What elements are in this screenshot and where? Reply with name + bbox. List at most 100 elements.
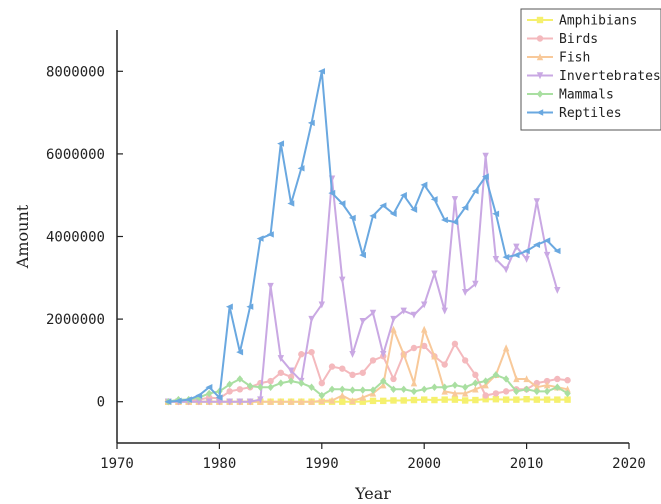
x-axis-title: Year <box>354 484 391 503</box>
data-point-birds <box>359 369 366 376</box>
data-point-mammals <box>205 389 213 398</box>
data-point-reptiles <box>522 247 530 255</box>
y-tick-label: 2000000 <box>46 312 105 328</box>
data-point-fish <box>349 397 356 405</box>
data-point-invertebrates <box>492 256 500 263</box>
data-point-fish <box>328 396 336 404</box>
data-point-invertebrates <box>205 398 213 406</box>
series-line-mammals <box>167 373 569 403</box>
y-tick-label: 4000000 <box>46 230 105 246</box>
legend-label-fish: Fish <box>559 51 590 66</box>
data-point-amphibians <box>390 397 397 404</box>
data-point-amphibians <box>523 396 530 403</box>
data-point-birds <box>554 375 561 383</box>
data-point-birds <box>492 390 500 397</box>
data-point-invertebrates <box>318 301 325 309</box>
data-point-mammals <box>246 382 254 390</box>
data-point-mammals <box>359 386 366 394</box>
data-point-reptiles <box>492 210 500 217</box>
data-point-reptiles <box>174 397 182 405</box>
data-point-mammals <box>472 379 479 387</box>
data-point-amphibians <box>513 396 520 403</box>
data-point-birds <box>472 371 479 379</box>
legend-label-invertebrates: Invertebrates <box>559 69 661 84</box>
data-point-invertebrates <box>400 307 407 315</box>
series-line-birds <box>168 342 568 403</box>
data-point-reptiles <box>502 253 510 261</box>
data-point-mammals <box>236 375 244 383</box>
data-point-amphibians <box>431 396 438 404</box>
data-point-invertebrates <box>287 367 295 375</box>
data-point-invertebrates <box>339 276 346 284</box>
data-point-mammals <box>226 380 233 389</box>
data-point-reptiles <box>225 303 233 310</box>
data-point-birds <box>390 375 397 383</box>
data-point-mammals <box>492 371 500 379</box>
legend-marker-birds <box>536 35 544 42</box>
data-point-reptiles <box>164 398 172 405</box>
data-point-mammals <box>533 387 541 396</box>
data-point-amphibians <box>543 396 551 403</box>
data-point-invertebrates <box>410 311 418 319</box>
legend-label-birds: Birds <box>559 32 598 47</box>
data-point-birds <box>441 361 448 368</box>
data-point-amphibians <box>502 396 510 403</box>
series-reptiles <box>164 68 561 405</box>
data-point-amphibians <box>400 397 407 404</box>
data-point-birds <box>564 377 571 384</box>
data-point-mammals <box>482 377 489 385</box>
data-point-fish <box>410 379 418 387</box>
data-point-birds <box>482 392 489 399</box>
data-point-amphibians <box>421 396 428 403</box>
legend-box <box>520 8 661 131</box>
legend-marker-fish <box>536 53 544 61</box>
x-axis-ticks: 1970 1980 1990 2000 2010 2020 <box>100 443 646 472</box>
legend-label-amphibians: Amphibians <box>559 14 637 29</box>
data-point-birds <box>339 365 346 372</box>
data-point-mammals <box>287 377 295 385</box>
data-point-mammals <box>298 379 305 387</box>
series-amphibians <box>165 396 571 405</box>
data-point-mammals <box>390 385 397 394</box>
data-point-invertebrates <box>461 289 469 296</box>
x-tick-label: 2000 <box>407 456 441 472</box>
data-point-mammals <box>369 386 377 394</box>
legend-marker-mammals <box>536 90 544 98</box>
data-point-fish <box>308 398 315 405</box>
data-point-reptiles <box>266 231 274 238</box>
data-point-reptiles <box>287 200 295 207</box>
x-tick-label: 1970 <box>100 456 134 472</box>
data-point-birds <box>461 357 469 364</box>
data-point-birds <box>328 363 336 370</box>
data-point-fish <box>287 398 295 405</box>
data-point-fish <box>523 375 530 383</box>
data-point-reptiles <box>430 196 438 203</box>
data-point-fish <box>339 391 346 399</box>
data-point-invertebrates <box>257 396 264 404</box>
data-point-amphibians <box>451 396 459 403</box>
data-point-fish <box>533 383 541 391</box>
data-point-mammals <box>257 383 264 391</box>
data-point-reptiles <box>318 68 325 75</box>
data-point-birds <box>277 369 285 376</box>
data-point-fish <box>451 389 459 397</box>
data-point-fish <box>298 398 305 405</box>
data-point-invertebrates <box>359 317 366 325</box>
data-point-reptiles <box>553 247 561 255</box>
data-point-invertebrates <box>380 351 387 358</box>
data-point-invertebrates <box>451 196 459 204</box>
legend-marker-reptiles <box>536 109 544 116</box>
y-axis-ticks: 0 2000000 4000000 6000000 8000000 <box>46 64 123 411</box>
data-point-mammals <box>318 391 325 400</box>
data-point-fish <box>318 397 325 405</box>
data-point-invertebrates <box>236 398 244 406</box>
data-point-birds <box>502 388 510 395</box>
data-point-reptiles <box>246 303 254 310</box>
data-point-invertebrates <box>226 398 233 406</box>
data-point-invertebrates <box>543 251 551 259</box>
data-point-reptiles <box>420 181 428 189</box>
data-point-reptiles <box>236 348 244 356</box>
x-tick-label: 1980 <box>203 456 237 472</box>
data-point-birds <box>226 388 233 395</box>
